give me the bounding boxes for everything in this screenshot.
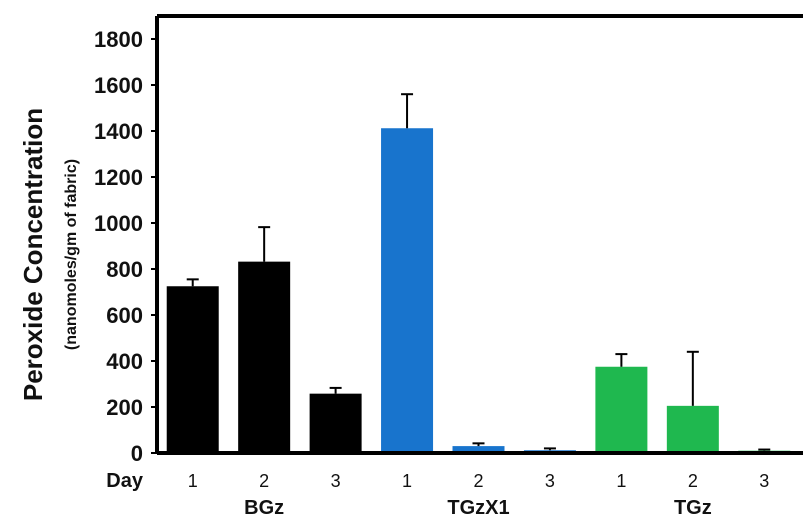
x-tick-label: 3: [331, 471, 341, 491]
bar-TGzX1-day-1: [381, 128, 434, 454]
bar-TGz-day-1: [595, 366, 648, 453]
bar-TGzX1-day-2: [452, 446, 505, 453]
bar-BGz-day-2: [238, 261, 291, 453]
bar-BGz-day-1: [166, 286, 219, 453]
y-axis-sublabel: (nanomoles/gm of fabric): [63, 159, 80, 350]
y-tick-label: 800: [106, 257, 143, 282]
y-tick-label: 600: [106, 303, 143, 328]
y-tick-label: 1200: [94, 165, 143, 190]
x-tick-label: 1: [402, 471, 412, 491]
y-tick-label: 1000: [94, 211, 143, 236]
x-tick-label: 1: [188, 471, 198, 491]
x-tick-label: 1: [616, 471, 626, 491]
group-label-TGzX1: TGzX1: [447, 497, 509, 516]
x-tick-label: 2: [259, 471, 269, 491]
y-tick-label: 1800: [94, 27, 143, 52]
y-tick-label: 200: [106, 395, 143, 420]
x-tick-label: 2: [473, 471, 483, 491]
group-label-TGz: TGz: [674, 497, 712, 516]
x-tick-label: 2: [688, 471, 698, 491]
group-label-BGz: BGz: [244, 497, 284, 516]
x-tick-label: 3: [759, 471, 769, 491]
y-axis-label: Peroxide Concentration: [18, 108, 48, 401]
y-tick-label: 400: [106, 349, 143, 374]
y-tick-label: 1400: [94, 119, 143, 144]
bar-TGz-day-2: [666, 405, 719, 453]
y-tick-label: 0: [131, 441, 143, 466]
bar-BGz-day-3: [309, 393, 362, 453]
x-axis-label: Day: [106, 470, 144, 492]
x-tick-label: 3: [545, 471, 555, 491]
y-tick-label: 1600: [94, 73, 143, 98]
